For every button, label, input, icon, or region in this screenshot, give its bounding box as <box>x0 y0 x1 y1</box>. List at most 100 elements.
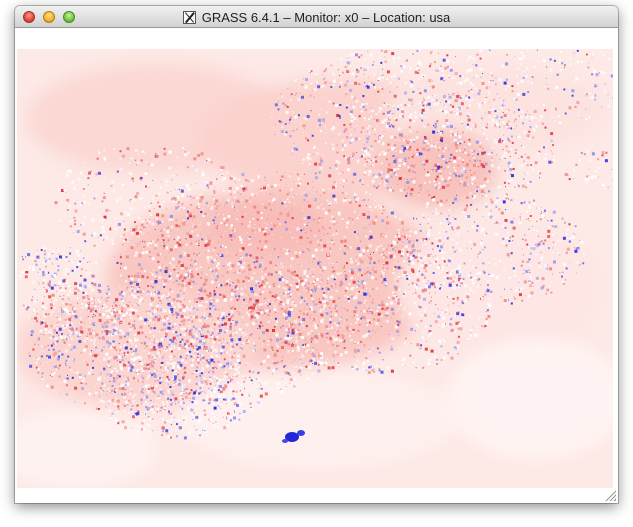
map-pixel <box>138 360 140 362</box>
map-pixel <box>468 96 471 99</box>
map-pixel <box>117 405 120 408</box>
map-pixel <box>140 159 143 162</box>
map-pixel <box>146 276 149 279</box>
map-pixel <box>355 68 358 71</box>
map-pixel <box>266 381 268 383</box>
map-pixel <box>150 214 153 216</box>
map-pixel <box>230 314 234 318</box>
map-pixel <box>404 178 406 179</box>
close-button[interactable] <box>23 11 35 23</box>
map-pixel <box>352 173 354 175</box>
map-pixel <box>258 388 260 390</box>
map-pixel <box>141 331 144 334</box>
map-pixel <box>201 316 204 318</box>
map-pixel <box>504 169 507 172</box>
map-pixel <box>182 286 184 288</box>
map-pixel <box>436 185 438 187</box>
map-pixel <box>386 221 390 225</box>
map-pixel <box>208 363 210 365</box>
map-pixel <box>263 270 265 271</box>
map-pixel <box>530 164 533 166</box>
map-pixel <box>435 93 437 95</box>
map-pixel <box>229 176 233 180</box>
map-pixel <box>482 109 483 111</box>
map-pixel <box>500 142 502 144</box>
map-pixel <box>360 110 363 113</box>
map-pixel <box>367 199 369 201</box>
map-pixel <box>201 372 203 375</box>
map-pixel <box>184 328 188 332</box>
map-pixel <box>127 392 129 394</box>
map-pixel <box>93 197 96 200</box>
map-pixel <box>55 367 58 370</box>
map-pixel <box>190 362 192 364</box>
title-bar[interactable]: GRASS 6.4.1 – Monitor: x0 – Location: us… <box>15 6 618 28</box>
map-pixel <box>289 116 292 119</box>
map-pixel <box>536 104 538 106</box>
map-pixel <box>231 332 235 336</box>
map-pixel <box>328 226 331 229</box>
map-pixel <box>73 232 75 234</box>
map-pixel <box>218 284 221 286</box>
map-pixel <box>58 355 60 358</box>
map-pixel <box>550 139 553 142</box>
map-pixel <box>190 285 193 288</box>
map-pixel <box>191 306 193 309</box>
map-pixel <box>228 268 229 270</box>
map-pixel <box>259 181 261 183</box>
map-pixel <box>306 115 310 118</box>
map-pixel <box>296 173 299 176</box>
map-pixel <box>226 192 228 194</box>
map-pixel <box>64 215 65 217</box>
map-pixel <box>404 91 407 95</box>
map-pixel <box>281 96 284 99</box>
map-pixel <box>482 129 484 130</box>
map-pixel <box>287 278 288 280</box>
map-pixel <box>505 64 507 66</box>
map-pixel <box>134 221 136 224</box>
map-pixel <box>348 200 352 204</box>
map-pixel <box>414 184 416 186</box>
map-pixel <box>155 339 159 343</box>
map-pixel <box>585 53 588 56</box>
map-pixel <box>302 344 306 348</box>
map-pixel <box>229 327 233 331</box>
map-pixel <box>206 397 209 399</box>
map-pixel <box>401 158 403 160</box>
map-pixel <box>113 400 115 402</box>
map-pixel <box>446 122 449 124</box>
map-pixel <box>332 102 335 105</box>
map-pixel <box>591 79 593 81</box>
map-pixel <box>440 173 441 175</box>
map-pixel <box>314 176 318 180</box>
map-pixel <box>434 146 437 149</box>
map-pixel <box>491 154 493 156</box>
map-pixel <box>362 266 363 268</box>
minimize-button[interactable] <box>43 11 55 23</box>
map-pixel <box>41 372 44 375</box>
map-pixel <box>197 203 200 206</box>
map-pixel <box>370 165 372 167</box>
zoom-button[interactable] <box>63 11 75 23</box>
map-pixel <box>300 286 302 288</box>
map-pixel <box>569 56 571 59</box>
map-pixel <box>242 280 245 283</box>
map-display[interactable] <box>17 49 613 488</box>
map-pixel <box>384 60 387 63</box>
map-pixel <box>272 121 274 123</box>
map-pixel <box>528 138 531 140</box>
map-pixel <box>135 228 138 231</box>
map-pixel <box>351 120 353 122</box>
map-pixel <box>453 61 455 63</box>
map-pixel <box>459 177 461 179</box>
map-pixel <box>233 191 236 194</box>
map-pixel <box>37 357 40 360</box>
map-pixel <box>439 170 442 173</box>
map-pixel <box>383 267 384 269</box>
map-pixel <box>113 377 115 380</box>
map-pixel <box>241 272 242 274</box>
map-pixel <box>155 407 157 409</box>
map-pixel <box>329 321 332 324</box>
map-pixel <box>171 320 172 322</box>
map-pixel <box>474 125 477 128</box>
